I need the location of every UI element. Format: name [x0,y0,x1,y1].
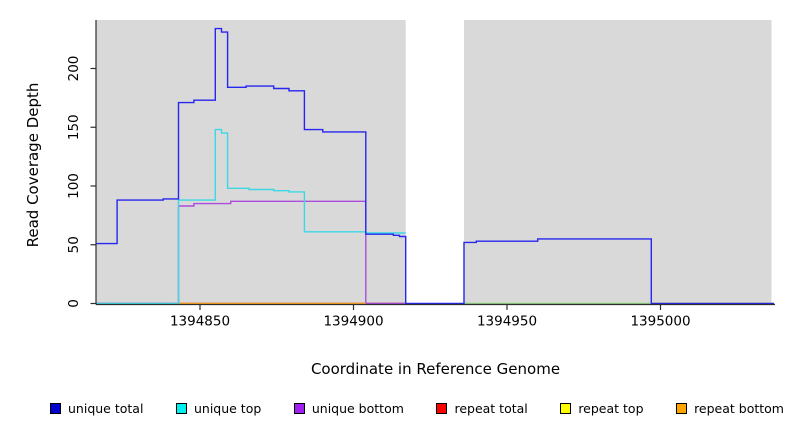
y-axis-title: Read Coverage Depth [24,82,42,248]
legend-swatch-icon [50,402,61,414]
y-tick-label: 200 [66,56,82,82]
x-tick-label: 1395000 [630,314,690,330]
x-tick-label: 1394950 [477,314,537,330]
legend-item-repeat-bottom: repeat bottom [676,401,784,416]
legend-label: unique total [68,400,144,416]
series-line-unique-top [96,128,406,305]
legend-swatch-icon [175,402,187,414]
legend-swatch-icon [676,402,688,414]
legend-label: repeat top [578,400,644,416]
x-tick-label: 1394850 [170,314,230,330]
coverage-plot-svg: 0 50 100 150 200 1394850 1394900 1394950 1395000 [66,20,775,330]
y-tick-label: 100 [66,173,82,199]
legend-swatch-icon [560,402,572,414]
legend-item-repeat-top: repeat top [560,400,644,416]
legend-swatch-icon [293,402,305,414]
legend-item-unique-total: unique total [50,401,143,416]
y-tick-label: 150 [66,114,82,140]
legend: unique total unique top unique bottom repea… [50,399,784,417]
legend-item-repeat-total: repeat total [436,400,528,416]
coverage-chart: 0 50 100 150 200 1394850 1394900 1394950 1395000 [66,20,775,330]
legend-item-unique-bottom: unique bottom [293,400,404,416]
legend-swatch-icon [436,402,448,414]
legend-label: unique top [193,400,262,416]
masked-region-band [405,20,465,304]
x-tick-label: 1394900 [323,314,383,330]
legend-label: unique bottom [311,400,404,416]
x-axis-title: Coordinate in Reference Genome [310,360,561,378]
y-tick-label: 0 [66,299,82,308]
series-line-unique-total [96,27,775,305]
legend-label: repeat total [454,400,528,416]
legend-item-unique-top: unique top [175,400,262,416]
y-tick-label: 50 [66,236,82,253]
legend-label: repeat bottom [694,400,784,416]
